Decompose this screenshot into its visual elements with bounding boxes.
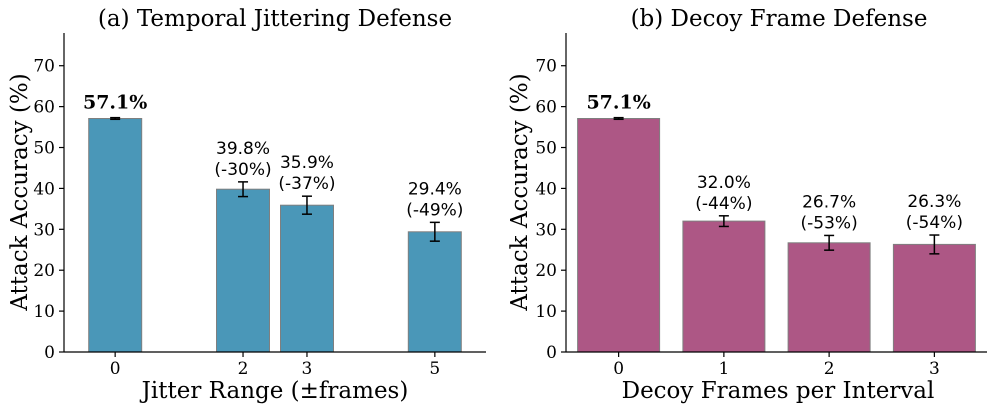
- panel-a-bar-3: [280, 204, 334, 353]
- panel-b-bar-3: [892, 243, 976, 353]
- panel-b-errorbar-3: [929, 234, 940, 255]
- panel-a-bar-2: [216, 188, 270, 353]
- panel-a-errorbar-0: [110, 116, 121, 121]
- panel-a-y-tick-label-0: 0: [44, 343, 55, 363]
- panel-b-x-tick-label-3: 3: [929, 359, 940, 379]
- panel-a-data-label-3: 35.9%: [280, 153, 334, 173]
- panel-b-y-tick-label-30: 30: [535, 220, 557, 240]
- panel-b-bar-1: [682, 220, 766, 353]
- panel-b-xlabel: Decoy Frames per Interval: [622, 378, 935, 404]
- panel-a-data-label-2: 39.8%: [216, 139, 270, 159]
- panel-a: (a) Temporal Jittering Defense Attack Ac…: [7, 6, 486, 404]
- panel-a-ylabel: Attack Accuracy (%): [7, 73, 33, 311]
- panel-b-errorbar-1: [718, 215, 729, 228]
- panel-a-y-tick-label-20: 20: [33, 261, 55, 281]
- panel-b-title: (b) Decoy Frame Defense: [631, 6, 928, 32]
- panel-b-bar-0: [577, 118, 661, 353]
- panel-a-y-tick-label-70: 70: [33, 57, 55, 77]
- panel-a-plot-area: 57.1% 39.8%(-30%) 35.9%(-37%) 29.4%(-49%) 0 1…: [33, 33, 486, 379]
- panel-a-y-tick-label-60: 60: [33, 98, 55, 118]
- panel-b-y-tick-label-0: 0: [546, 343, 557, 363]
- panel-b-y-tick-label-60: 60: [535, 98, 557, 118]
- panel-b-y-tick-label-70: 70: [535, 57, 557, 77]
- panel-b: (b) Decoy Frame Defense Attack Accuracy …: [507, 6, 987, 404]
- panel-b-data-label-3: 26.3%: [907, 192, 961, 212]
- panel-a-change-label-3: (-37%): [278, 174, 335, 194]
- panel-a-x-tick-label-5: 5: [429, 359, 440, 379]
- panel-a-change-label-2: (-30%): [214, 160, 271, 180]
- panel-a-y-tick-label-30: 30: [33, 220, 55, 240]
- panel-b-x-tick-label-1: 1: [718, 359, 729, 379]
- panel-b-plot-area: 57.1% 32.0%(-44%) 26.7%(-53%) 26.3%(-54%) 0 1…: [535, 33, 987, 379]
- panel-b-change-label-2: (-53%): [801, 213, 858, 233]
- panel-b-y-tick-label-50: 50: [535, 139, 557, 159]
- panel-a-x-tick-label-2: 2: [238, 359, 249, 379]
- panel-b-x-tick-label-2: 2: [824, 359, 835, 379]
- panel-a-bar-5: [407, 231, 462, 353]
- panel-a-data-label-0: 57.1%: [83, 92, 147, 114]
- panel-a-y-tick-label-50: 50: [33, 139, 55, 159]
- panel-b-ylabel: Attack Accuracy (%): [507, 73, 533, 311]
- panel-b-errorbar-0: [613, 116, 624, 121]
- panel-b-bar-2: [787, 242, 871, 353]
- panel-a-change-label-5: (-49%): [406, 200, 463, 220]
- panel-a-y-tick-label-40: 40: [33, 179, 55, 199]
- panel-a-bar-0: [88, 118, 143, 353]
- panel-a-xlabel: Jitter Range (±frames): [140, 378, 409, 404]
- panel-b-errorbar-2: [824, 234, 835, 251]
- panel-a-data-label-5: 29.4%: [408, 179, 462, 199]
- panel-a-x-tick-label-0: 0: [110, 359, 121, 379]
- panel-b-data-label-2: 26.7%: [802, 192, 856, 212]
- panel-a-title: (a) Temporal Jittering Defense: [98, 6, 452, 32]
- panel-a-errorbar-3: [301, 195, 312, 215]
- panel-a-x-tick-label-3: 3: [302, 359, 313, 379]
- panel-b-x-tick-label-0: 0: [613, 359, 624, 379]
- panel-b-y-tick-label-20: 20: [535, 261, 557, 281]
- panel-b-data-label-0: 57.1%: [586, 92, 650, 114]
- panel-b-y-tick-label-10: 10: [535, 302, 557, 322]
- panel-b-change-label-1: (-44%): [695, 194, 752, 214]
- panel-b-y-tick-label-40: 40: [535, 179, 557, 199]
- panel-a-errorbar-2: [238, 181, 249, 198]
- panel-b-change-label-3: (-54%): [906, 213, 963, 233]
- panel-a-errorbar-5: [429, 221, 440, 242]
- panel-a-y-tick-label-10: 10: [33, 302, 55, 322]
- panel-b-data-label-1: 32.0%: [697, 173, 751, 193]
